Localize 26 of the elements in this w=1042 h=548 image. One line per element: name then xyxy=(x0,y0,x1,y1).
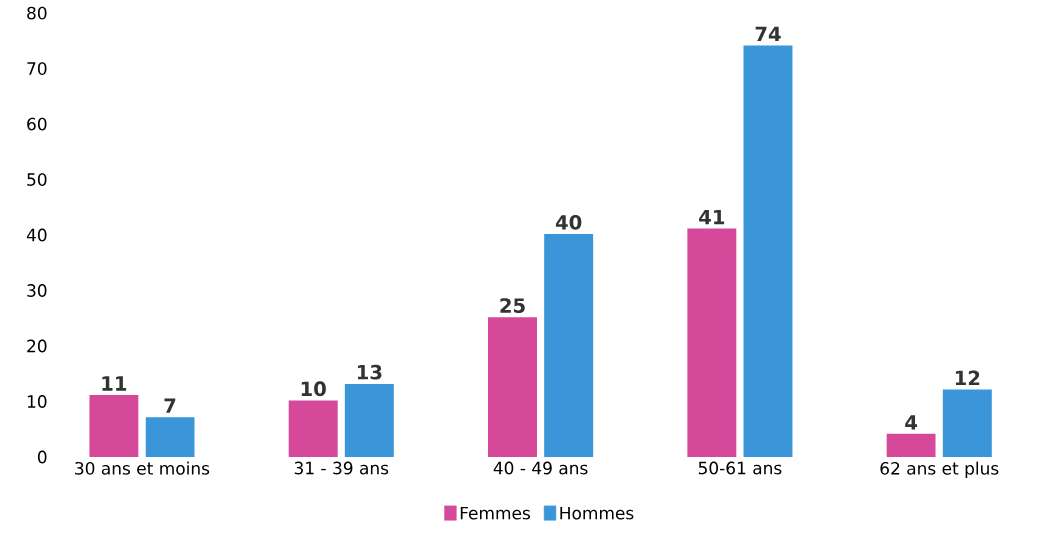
data-label: 25 xyxy=(500,297,525,313)
legend-label: Hommes xyxy=(560,506,634,520)
data-label: 12 xyxy=(955,370,980,385)
y-tick-label: 40 xyxy=(26,228,47,242)
data-label: 74 xyxy=(755,26,781,41)
data-label: 40 xyxy=(555,214,582,230)
y-tick-label: 70 xyxy=(27,61,47,75)
y-tick-label: 10 xyxy=(27,394,47,408)
data-label: 41 xyxy=(699,209,725,224)
y-tick-label: 60 xyxy=(27,117,47,131)
data-label: 4 xyxy=(905,415,918,430)
x-tick-label: 62 ans et plus xyxy=(880,461,999,478)
x-tick-label: 31 - 39 ans xyxy=(294,461,389,475)
legend-label: Femmes xyxy=(460,506,530,520)
y-tick-label: 30 xyxy=(27,283,47,297)
y-tick-label: 80 xyxy=(27,6,47,20)
data-label: 11 xyxy=(102,376,127,391)
x-tick-label: 30 ans et moins xyxy=(75,461,210,475)
data-label: 7 xyxy=(164,398,176,413)
data-label: 10 xyxy=(301,381,326,396)
x-tick-label: 50-61 ans xyxy=(698,461,782,475)
data-label: 13 xyxy=(357,364,382,380)
y-tick-label: 50 xyxy=(27,172,47,186)
y-tick-label: 20 xyxy=(27,339,47,353)
x-tick-label: 40 - 49 ans xyxy=(493,461,588,475)
y-tick-label: 0 xyxy=(37,450,47,464)
